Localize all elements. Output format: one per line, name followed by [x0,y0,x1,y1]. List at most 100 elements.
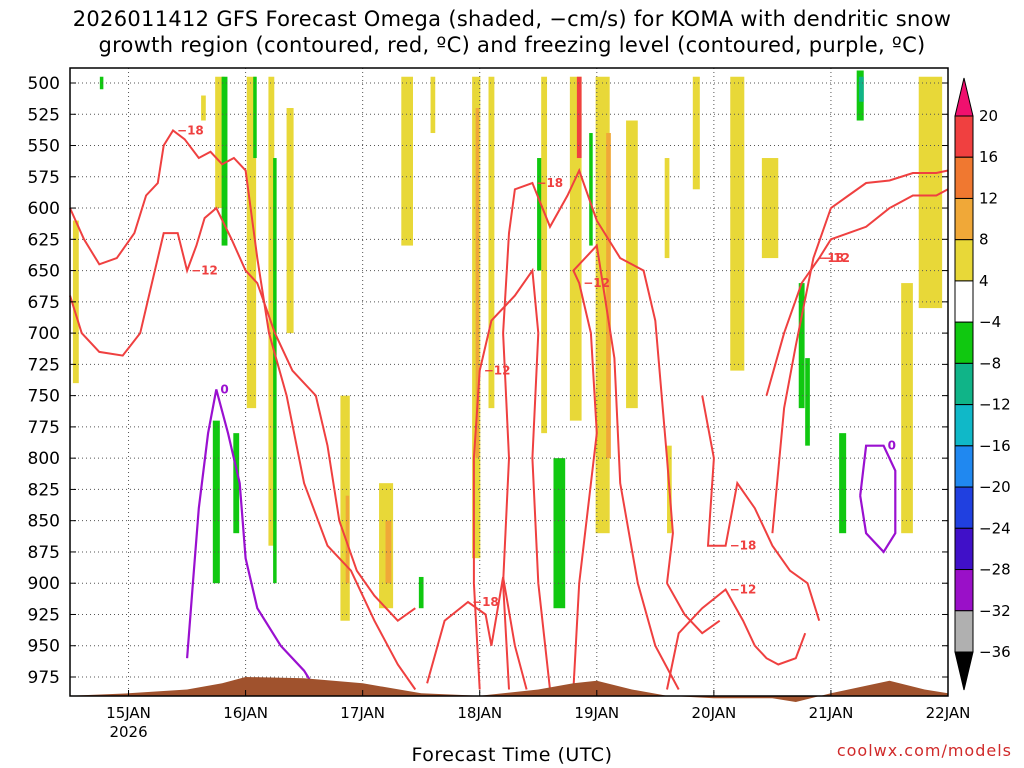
colorbar-label-9: −20 [979,478,1011,496]
y-tick-label-775: 775 [28,418,60,438]
colorbar-box-12 [954,610,974,653]
omega-cell-13 [345,495,350,584]
x-tick-sublabel-15: 2026 [109,723,147,741]
dgz-contour-9 [771,169,949,534]
chart-title-line-1: 2026011412 GFS Forecast Omega (shaded, −… [72,7,952,31]
colorbar-box-3 [954,239,974,282]
dgz-label-9: −18 [817,251,844,265]
colorbar-top-triangle [954,77,974,117]
omega-cell-25 [569,76,582,421]
colorbar-label-4: 4 [979,272,989,290]
omega-cell-24 [553,458,566,609]
dgz-contour-8 [765,188,949,396]
colorbar-label-7: −12 [979,396,1011,414]
dgz-contour-2 [426,576,528,690]
chart-title: 2026011412 GFS Forecast Omega (shaded, −… [0,6,1024,58]
omega-cell-3 [215,76,225,209]
dgz-contour-4 [502,167,721,690]
omega-cell-7 [246,76,257,409]
colorbar-box-2 [954,197,974,241]
omega-cell-17 [401,76,414,246]
dgz-contour-6 [701,395,821,621]
omega-cell-2 [201,95,206,121]
omega-cell-22 [537,158,545,271]
dgz-label-7: −12 [730,582,757,596]
omega-cell-15 [385,520,392,584]
dgz-label-3: −12 [484,364,511,378]
colorbar-label-13: −36 [979,643,1011,661]
dgz-contour-5 [572,243,680,690]
plot-border [69,67,949,697]
omega-cell-8 [253,76,257,159]
colorbar-label-8: −16 [979,437,1011,455]
colorbar-label-1: 16 [979,148,998,166]
omega-shading-layer [72,70,943,621]
omega-cell-36 [798,283,805,409]
dgz-label-5: −12 [583,276,610,290]
freezing-contour-layer: 00 [186,382,897,691]
x-axis-label: Forecast Time (UTC) [411,744,613,766]
y-tick-label-925: 925 [28,605,60,625]
colorbar: 20 16 12 8 4 −4 −8 −12 −16 −20 −24 −28 −32 −36 [954,77,1011,691]
colorbar-box-10 [954,527,974,571]
dgz-contour-7 [666,587,807,690]
dgz-label-2: −18 [472,595,499,609]
y-tick-label-575: 575 [28,168,60,188]
dgz-contour-0 [69,129,417,691]
omega-cell-38 [839,433,847,534]
omega-cell-1 [99,76,104,90]
colorbar-label-5: −4 [979,313,1001,331]
y-tick-label-850: 850 [28,512,60,532]
omega-cell-34 [730,76,745,371]
colorbar-label-3: 8 [979,231,989,249]
colorbar-label-11: −28 [979,561,1011,579]
dgz-label-4: −18 [536,176,563,190]
y-tick-label-875: 875 [28,543,60,563]
x-tick-label-21: 21JAN [809,704,854,722]
freezing-contour-1 [859,444,897,554]
dgz-contour-layer: −18−12−18−12−18−12−18−12−12−18 [69,124,949,691]
y-tick-label-625: 625 [28,230,60,250]
omega-cell-21 [488,76,495,409]
freezing-label-1: 0 [888,439,896,453]
x-tick-label-20: 20JAN [691,704,736,722]
colorbar-label-12: −32 [979,602,1011,620]
colorbar-box-0 [954,115,974,158]
y-tick-label-650: 650 [28,262,60,282]
dgz-label-1: −12 [191,264,218,278]
y-tick-label-825: 825 [28,480,60,500]
colorbar-bottom-triangle [954,651,974,691]
colorbar-label-10: −24 [979,519,1011,537]
omega-cell-18 [430,76,436,134]
y-tick-label-700: 700 [28,324,60,344]
x-tick-label-18: 18JAN [457,704,502,722]
omega-cell-10 [273,158,277,584]
colorbar-box-1 [954,156,974,199]
y-tick-label-675: 675 [28,293,60,313]
omega-cell-37 [805,358,810,446]
colorbar-box-7 [954,404,974,447]
omega-cell-26 [576,76,582,159]
x-tick-label-22: 22JAN [926,704,971,722]
y-tick-label-900: 900 [28,574,60,594]
colorbar-box-4 [954,280,974,323]
y-tick-label-500: 500 [28,74,60,94]
omega-cell-41 [901,283,913,534]
x-tick-label-19: 19JAN [574,704,619,722]
omega-cell-40 [859,76,864,102]
freezing-contour-0 [186,389,317,691]
y-tick-label-950: 950 [28,637,60,657]
colorbar-label-0: 20 [979,107,998,125]
omega-cell-33 [692,76,700,190]
omega-cell-16 [418,576,424,609]
y-tick-label-525: 525 [28,105,60,125]
omega-cell-28 [595,76,610,534]
omega-cell-29 [606,133,611,459]
omega-cell-27 [589,133,593,246]
omega-cell-4 [221,76,228,246]
chart-title-line-2: growth region (contoured, red, ºC) and f… [98,33,926,57]
colorbar-label-6: −8 [979,354,1001,372]
x-tick-label-17: 17JAN [340,704,385,722]
omega-cell-11 [286,108,294,334]
